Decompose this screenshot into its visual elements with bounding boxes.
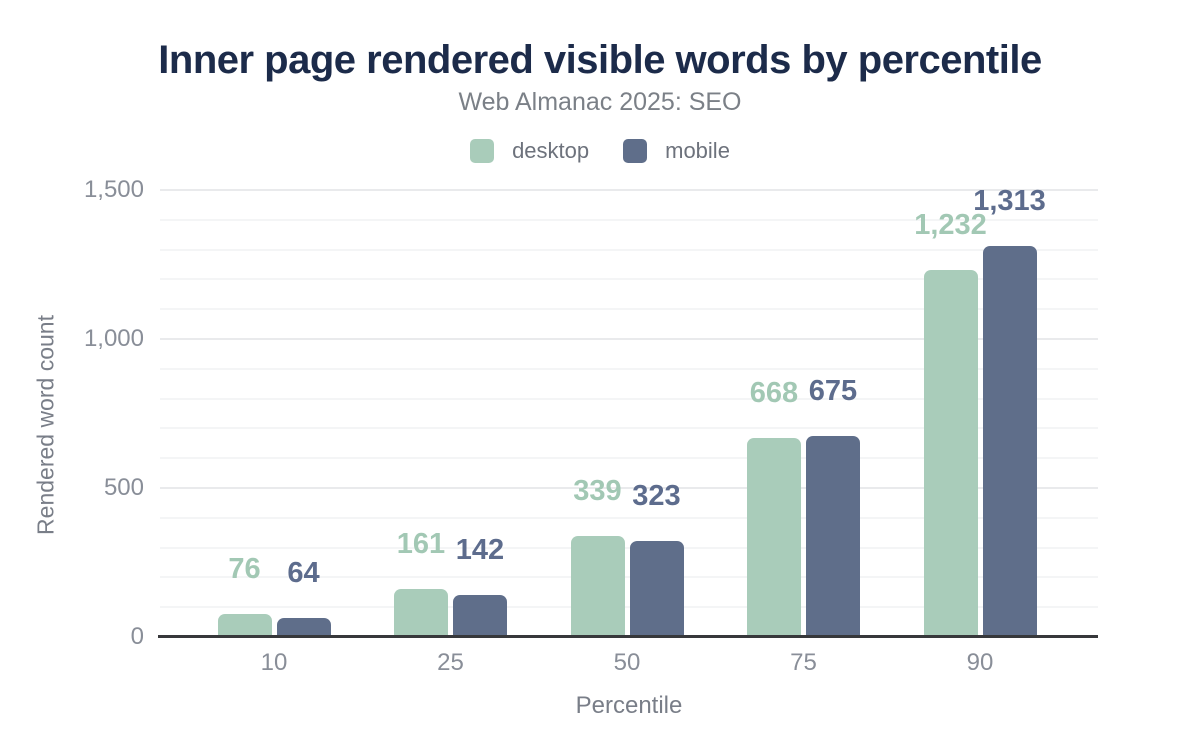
desktop-value-label: 76 (228, 553, 261, 586)
minor-gridline (160, 546, 1098, 549)
mobile-value-label: 323 (632, 479, 681, 512)
x-axis-tick-label: 90 (966, 649, 994, 676)
major-gridline (160, 487, 1098, 489)
minor-gridline (160, 397, 1098, 400)
chart-title: Inner page rendered visible words by per… (158, 38, 1042, 82)
minor-gridline (160, 367, 1098, 370)
y-axis-tick-label: 0 (130, 623, 144, 650)
legend-item-mobile: mobile (623, 138, 730, 164)
minor-gridline (160, 218, 1098, 221)
minor-gridline (160, 516, 1098, 519)
x-axis-tick-label: 10 (260, 649, 288, 676)
desktop-value-label: 161 (396, 528, 446, 561)
y-axis-tick-label: 500 (103, 474, 144, 501)
desktop-bar (570, 535, 625, 637)
legend-label-mobile: mobile (665, 138, 730, 163)
minor-gridline (160, 248, 1098, 251)
minor-gridline (160, 457, 1098, 460)
desktop-value-label: 339 (573, 474, 622, 507)
mobile-value-label: 675 (808, 374, 858, 407)
x-axis-title: Percentile (575, 692, 683, 719)
x-axis-tick-label: 25 (437, 649, 464, 676)
desktop-legend-swatch-icon (470, 139, 495, 163)
chart-subtitle: Web Almanac 2025: SEO (458, 88, 742, 116)
x-axis-tick-label: 50 (613, 649, 641, 676)
minor-gridline (160, 576, 1098, 579)
mobile-value-label: 64 (287, 556, 320, 589)
mobile-value-label: 1,313 (973, 184, 1046, 217)
desktop-bar (217, 614, 272, 637)
mobile-bar (453, 594, 507, 637)
mobile-value-label: 142 (455, 533, 505, 566)
desktop-value-label: 668 (749, 376, 799, 409)
legend-item-desktop: desktop (470, 138, 589, 164)
mobile-bar (806, 435, 860, 637)
desktop-bar (394, 589, 448, 637)
desktop-bar (923, 269, 978, 637)
desktop-bar (747, 437, 801, 637)
legend: desktop mobile (0, 138, 1200, 164)
minor-gridline (160, 606, 1098, 609)
minor-gridline (160, 427, 1098, 430)
major-gridline (160, 338, 1098, 340)
mobile-bar (276, 617, 331, 637)
minor-gridline (160, 308, 1098, 311)
x-axis-line (158, 635, 1098, 638)
major-gridline (160, 189, 1098, 191)
y-axis-tick-label: 1,500 (83, 176, 144, 203)
desktop-value-label: 1,232 (914, 208, 987, 241)
mobile-bar (629, 540, 684, 637)
y-axis-tick-label: 1,000 (83, 325, 144, 352)
x-axis-tick-label: 75 (790, 649, 817, 676)
mobile-bar (982, 245, 1037, 637)
minor-gridline (160, 278, 1098, 281)
mobile-legend-swatch-icon (623, 139, 648, 163)
legend-label-desktop: desktop (512, 138, 590, 163)
